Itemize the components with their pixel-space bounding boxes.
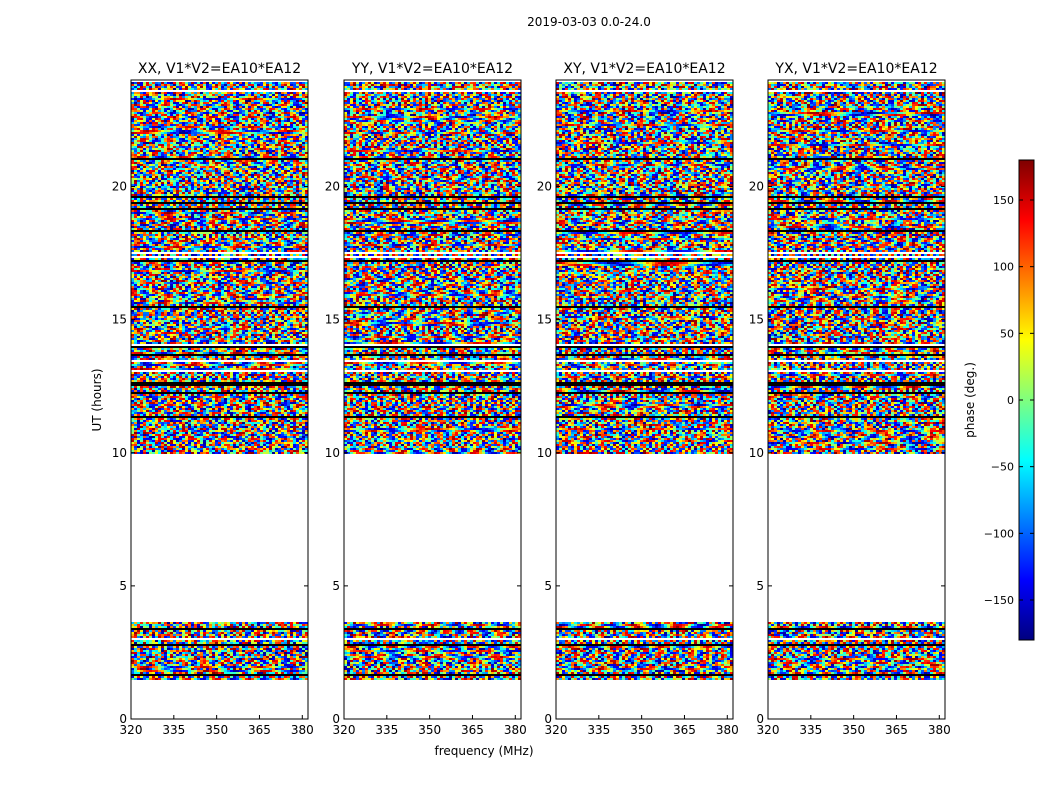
- x-tick-label: 335: [587, 723, 610, 737]
- y-tick-label: 20: [749, 180, 764, 194]
- x-tick-label: 335: [162, 723, 185, 737]
- y-tick-label: 5: [332, 579, 340, 593]
- x-tick-label: 380: [716, 723, 739, 737]
- x-tick-label: 380: [504, 723, 527, 737]
- x-tick-label: 365: [885, 723, 908, 737]
- x-tick-label: 350: [205, 723, 228, 737]
- y-tick-label: 10: [112, 446, 127, 460]
- panel-title: YY, V1*V2=EA10*EA12: [351, 61, 513, 77]
- y-tick-label: 10: [537, 446, 552, 460]
- colorbar-tick-label: 50: [1000, 327, 1014, 340]
- y-tick-label: 0: [119, 712, 127, 726]
- colorbar-tick-label: 0: [1007, 394, 1014, 407]
- y-tick-label: 20: [112, 180, 127, 194]
- y-tick-label: 15: [749, 313, 764, 327]
- figure-title: 2019-03-03 0.0-24.0: [527, 15, 651, 29]
- x-tick-label: 350: [630, 723, 653, 737]
- x-tick-label: 365: [461, 723, 484, 737]
- y-tick-label: 10: [325, 446, 340, 460]
- colorbar-tick-label: 100: [993, 261, 1014, 274]
- x-axis-label: frequency (MHz): [434, 744, 533, 758]
- y-tick-label: 5: [119, 579, 127, 593]
- panel-title: XX, V1*V2=EA10*EA12: [138, 61, 301, 77]
- y-tick-label: 20: [537, 180, 552, 194]
- y-tick-label: 15: [325, 313, 340, 327]
- colorbar: 150 100 50 0 −50 −100 −150 phase (deg.): [963, 160, 1034, 640]
- colorbar-label: phase (deg.): [963, 362, 977, 438]
- y-tick-label: 5: [756, 579, 764, 593]
- colorbar-tick-label: 150: [993, 194, 1014, 207]
- x-tick-label: 365: [673, 723, 696, 737]
- panel-title: XY, V1*V2=EA10*EA12: [563, 61, 725, 77]
- y-tick-label: 0: [544, 712, 552, 726]
- y-tick-label: 20: [325, 180, 340, 194]
- y-tick-label: 10: [749, 446, 764, 460]
- x-tick-label: 335: [799, 723, 822, 737]
- x-tick-label: 350: [418, 723, 441, 737]
- y-tick-label: 0: [332, 712, 340, 726]
- y-tick-label: 0: [756, 712, 764, 726]
- x-tick-label: 335: [375, 723, 398, 737]
- x-tick-label: 350: [842, 723, 865, 737]
- figure: 2019-03-03 0.0-24.0 XX, V1*V2=EA10*EA12 3…: [0, 0, 1050, 800]
- colorbar-tick-label: −150: [984, 594, 1014, 607]
- colorbar-tick-label: −50: [991, 461, 1014, 474]
- colorbar-tick-label: −100: [984, 527, 1014, 540]
- y-tick-label: 15: [112, 313, 127, 327]
- panel-title: YX, V1*V2=EA10*EA12: [774, 61, 937, 77]
- y-tick-label: 15: [537, 313, 552, 327]
- x-tick-label: 365: [248, 723, 271, 737]
- x-tick-label: 380: [291, 723, 314, 737]
- y-axis-label: UT (hours): [90, 368, 104, 431]
- y-tick-label: 5: [544, 579, 552, 593]
- x-tick-label: 380: [928, 723, 951, 737]
